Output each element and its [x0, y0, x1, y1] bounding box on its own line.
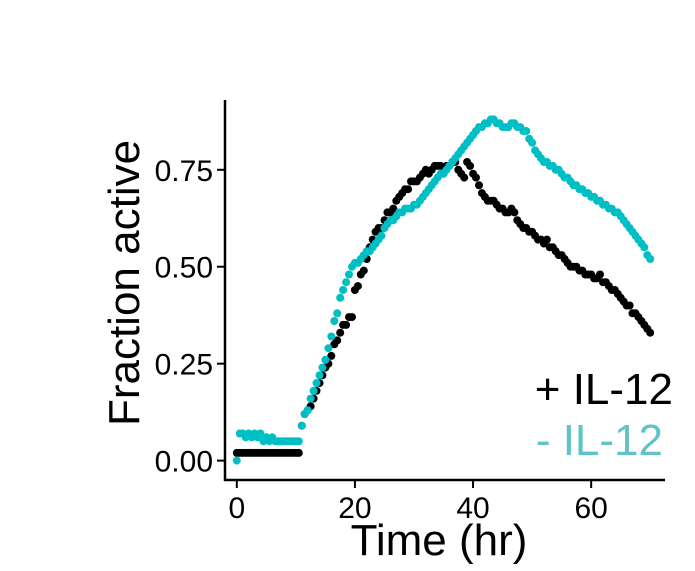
data-point [333, 336, 342, 345]
data-point [389, 204, 398, 213]
data-point [294, 437, 303, 446]
data-point [646, 255, 655, 263]
data-point [256, 429, 265, 438]
y-axis-title: Fraction active [100, 140, 149, 426]
data-point [466, 161, 475, 170]
data-point [460, 173, 469, 182]
data-point [312, 379, 321, 388]
data-point [542, 235, 551, 244]
data-point [359, 266, 368, 275]
x-axis-title: Time (hr) [351, 516, 528, 565]
y-tick-label: 0.00 [155, 446, 213, 479]
legend-entry-plus-il12: + IL-12 [535, 365, 673, 414]
data-point [321, 355, 330, 364]
x-tick-label: 40 [456, 492, 489, 525]
data-point [348, 313, 356, 322]
series-1 [232, 115, 655, 465]
data-point [345, 270, 353, 279]
y-tick-label: 0.50 [155, 252, 213, 285]
data-point [596, 270, 604, 279]
data-point [232, 456, 241, 465]
data-point [327, 351, 336, 360]
data-point [625, 301, 634, 310]
legend: + IL-12 - IL-12 [535, 365, 673, 465]
data-point [377, 231, 386, 240]
data-point [472, 173, 480, 182]
data-point [327, 332, 336, 341]
data-point [294, 448, 303, 457]
data-point [353, 282, 362, 291]
data-point [646, 328, 655, 337]
data-point [510, 208, 519, 217]
data-point [306, 394, 315, 403]
data-point [522, 127, 531, 135]
data-point [315, 371, 324, 380]
x-tick-label: 20 [338, 492, 371, 525]
y-tick-label: 0.75 [155, 155, 213, 188]
data-point [318, 363, 327, 372]
y-tick-label: 0.25 [155, 349, 213, 382]
x-tick-label: 0 [228, 492, 245, 525]
data-point [324, 344, 333, 353]
data-point [342, 320, 351, 329]
data-point [336, 293, 345, 302]
data-point [333, 309, 342, 318]
data-point [404, 185, 413, 194]
data-point [436, 161, 445, 170]
data-point [339, 286, 348, 294]
x-tick-label: 60 [574, 492, 607, 525]
data-point [640, 243, 649, 252]
data-point [336, 328, 345, 337]
legend-entry-minus-il12: - IL-12 [536, 416, 663, 465]
points-layer [232, 115, 655, 465]
ticks-layer: 0 20 40 60 0.00 0.25 0.50 0.75 [155, 155, 608, 525]
data-point [297, 421, 306, 430]
data-point [342, 278, 351, 287]
data-point [475, 181, 483, 190]
data-point [309, 386, 318, 395]
data-point [528, 138, 537, 147]
data-point [303, 406, 312, 415]
data-point [330, 317, 339, 325]
